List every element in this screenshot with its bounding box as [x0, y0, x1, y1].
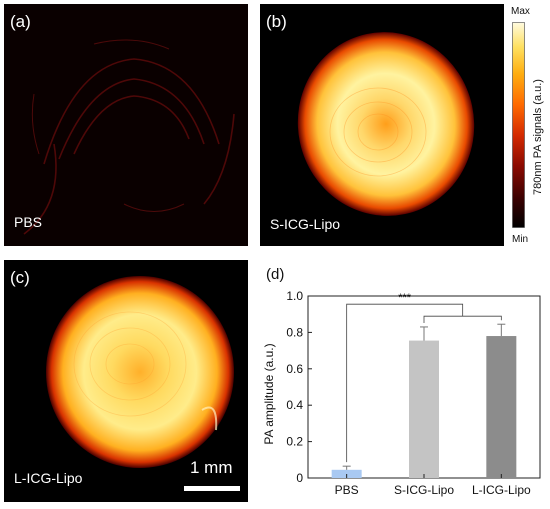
panel-a-tag: PBS	[14, 214, 43, 230]
panel-b-label: (b)	[266, 12, 287, 31]
panel-d: (d) PA amplitude (a.u.) 0 0.2 0.4 0.6 0.8 1.0…	[256, 256, 548, 504]
significance-label: ***	[398, 292, 412, 304]
panel-a-image: (a) PBS	[4, 4, 248, 246]
bar	[331, 469, 362, 478]
y-tick-label: 0.4	[286, 398, 303, 412]
s-icg-lipo-pa-image	[260, 4, 504, 246]
scalebar	[184, 486, 240, 491]
panel-c-tag: L-ICG-Lipo	[14, 470, 83, 486]
colorbar-gradient	[512, 22, 525, 228]
panel-d-label: (d)	[266, 266, 284, 283]
colorbar	[512, 22, 525, 228]
bar-chart: (d) PA amplitude (a.u.) 0 0.2 0.4 0.6 0.8 1.0…	[262, 266, 541, 497]
y-tick-label: 0	[296, 471, 303, 485]
scalebar-label: 1 mm	[190, 458, 233, 477]
panel-c-image: (c) L-ICG-Lipo 1 mm	[4, 260, 248, 502]
colorbar-max-label: Max	[511, 6, 530, 17]
x-tick-label: L-ICG-Lipo	[472, 483, 531, 497]
y-axis-title: PA amplitude (a.u.)	[262, 343, 276, 444]
bracket-group	[423, 315, 502, 323]
panel-b-tag: S-ICG-Lipo	[270, 216, 341, 232]
x-tick-label: S-ICG-Lipo	[394, 483, 454, 497]
panel-c-label: (c)	[10, 268, 30, 287]
bar	[409, 340, 439, 478]
pbs-pa-image	[4, 4, 248, 246]
bar	[486, 336, 517, 478]
colorbar-min-label: Min	[512, 234, 529, 245]
colorbar-title: 780nm PA signals (a.u.)	[532, 79, 544, 195]
y-tick-label: 1.0	[286, 289, 303, 303]
bracket-main	[346, 303, 464, 463]
panel-b-image: (b) S-ICG-Lipo	[260, 4, 504, 246]
y-tick-label: 0.8	[286, 325, 303, 339]
y-tick-label: 0.2	[286, 435, 303, 449]
l-icg-lipo-pa-image	[4, 260, 248, 502]
y-tick-label: 0.6	[286, 362, 303, 376]
panel-a-label: (a)	[10, 12, 31, 31]
x-tick-label: PBS	[335, 483, 359, 497]
